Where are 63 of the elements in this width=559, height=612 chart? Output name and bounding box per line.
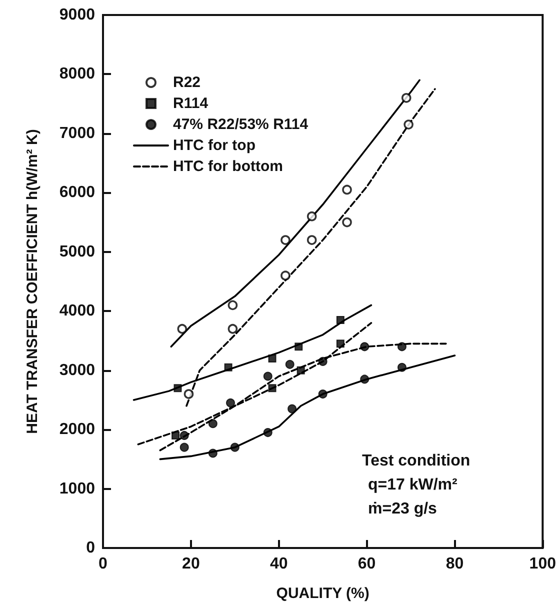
y-tick-label: 0	[86, 540, 96, 556]
point	[177, 324, 188, 334]
point	[180, 430, 189, 440]
point	[224, 363, 232, 372]
point	[268, 384, 276, 392]
point	[280, 270, 290, 280]
point	[306, 235, 317, 245]
point	[226, 398, 235, 408]
point	[288, 404, 297, 414]
legend-label: HTC for top	[173, 137, 256, 154]
point	[318, 356, 328, 366]
annotation: q=17 kW/m²	[368, 476, 458, 494]
point	[208, 419, 218, 428]
point	[230, 442, 240, 452]
x-tick-label: 80	[446, 556, 464, 572]
point	[397, 362, 406, 372]
point	[174, 384, 182, 392]
x-tick-label: 20	[182, 556, 200, 572]
annotation: Test condition	[362, 452, 470, 470]
y-tick-label: 9000	[59, 6, 96, 24]
y-tick-label: 5000	[59, 243, 96, 260]
point	[342, 217, 352, 228]
legend-label: R114	[173, 95, 209, 112]
point	[172, 431, 180, 440]
y-tick-label: 7000	[59, 124, 96, 142]
y-axis-title: HEAT TRANSFER COEFFICIENT h(W/m² K)	[24, 129, 41, 434]
point	[336, 316, 344, 324]
y-tick-label: 6000	[59, 184, 96, 202]
legend-label: 47% R22/53% R114	[173, 116, 309, 133]
point	[228, 324, 238, 334]
x-tick-label: 0	[98, 556, 108, 572]
point	[401, 93, 412, 103]
x-tick-label: 60	[358, 556, 376, 572]
point	[360, 342, 370, 352]
point	[342, 184, 352, 195]
point	[184, 389, 194, 399]
point	[263, 372, 272, 381]
point	[404, 120, 414, 130]
point	[294, 342, 303, 351]
point	[296, 366, 305, 374]
y-tick-label: 8000	[59, 66, 96, 83]
point	[208, 448, 218, 458]
x-tick-label: 40	[270, 556, 288, 572]
x-axis-title: QUALITY (%)	[276, 585, 370, 602]
legend-label: R22	[173, 74, 201, 91]
point	[180, 442, 189, 452]
point	[336, 340, 344, 348]
point	[318, 390, 328, 399]
point	[263, 428, 272, 438]
y-tick-label: 3000	[59, 362, 96, 379]
x-tick-label: 100	[529, 556, 556, 572]
point	[397, 342, 406, 352]
point	[285, 360, 294, 369]
point	[228, 300, 238, 310]
point	[268, 354, 276, 362]
legend-label: HTC for bottom	[173, 158, 283, 175]
y-tick-label: 1000	[59, 480, 96, 498]
y-tick-label: 4000	[59, 302, 96, 320]
point	[306, 211, 317, 222]
point	[280, 235, 290, 245]
point	[360, 374, 370, 384]
annotation: ṁ=23 g/s	[368, 500, 438, 518]
y-tick-label: 2000	[59, 421, 96, 438]
